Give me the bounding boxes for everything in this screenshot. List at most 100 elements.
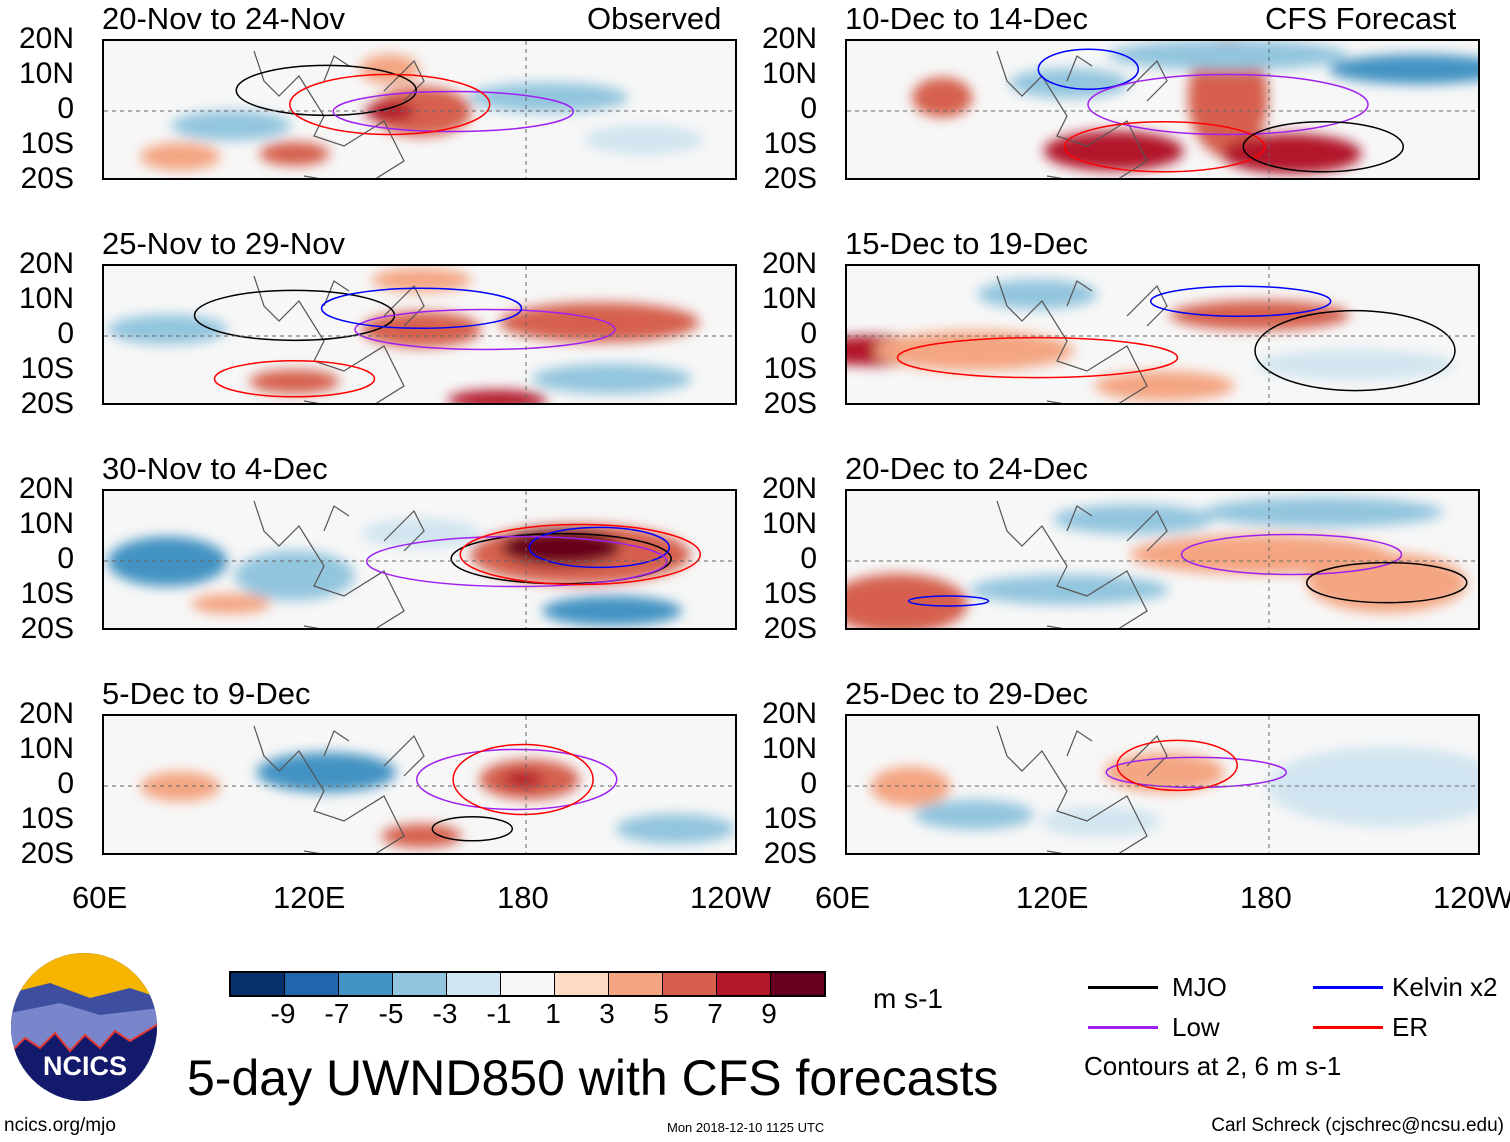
low-legend-line xyxy=(1088,1026,1158,1029)
colorbar-swatch xyxy=(393,973,447,995)
wind-anomaly-area xyxy=(359,54,420,85)
contour-line xyxy=(193,289,396,342)
lat-label: 20S xyxy=(763,837,817,870)
lat-label: 20N xyxy=(761,697,817,730)
colorbar-units: m s-1 xyxy=(873,983,943,1014)
lat-label: 10S xyxy=(763,577,817,610)
contour-line xyxy=(416,748,618,811)
lat-label: 10N xyxy=(18,57,74,90)
colorbar-label: 3 xyxy=(599,998,615,1029)
contour-line xyxy=(320,287,523,330)
lat-label: 0 xyxy=(800,542,817,575)
colorbar-label: 5 xyxy=(653,998,669,1029)
contour-line xyxy=(528,526,671,569)
map-panel xyxy=(102,714,737,855)
colorbar-label: -5 xyxy=(378,998,404,1029)
er-legend-line xyxy=(1313,1026,1383,1029)
lon-label: 120W xyxy=(1433,880,1510,915)
contours-note: Contours at 2, 6 m s-1 xyxy=(1084,1051,1342,1081)
wind-anomaly-area xyxy=(1255,349,1455,380)
wind-anomaly-area xyxy=(256,752,397,793)
legend-kelvin: Kelvin x2 xyxy=(1392,972,1498,1002)
lon-label: 120E xyxy=(1016,880,1089,915)
contour-line xyxy=(1149,285,1332,317)
lon-label: 180 xyxy=(497,880,549,915)
lat-label: 10S xyxy=(763,127,817,160)
colorbar-label: 7 xyxy=(707,998,723,1029)
map-panel xyxy=(845,39,1480,180)
lat-label: 20N xyxy=(18,22,74,55)
lat-label: 20S xyxy=(20,612,74,645)
ncics-logo: NCICS xyxy=(11,953,157,1101)
colorbar-swatch xyxy=(339,973,393,995)
colorbar-label: 9 xyxy=(761,998,777,1029)
map-panel xyxy=(845,264,1480,405)
panel-title: 30-Nov to 4-Dec xyxy=(102,451,328,486)
contour-line xyxy=(1254,309,1456,392)
wind-anomaly-area xyxy=(1266,746,1478,827)
wind-anomaly-area xyxy=(107,536,228,587)
lat-label: 20S xyxy=(763,387,817,420)
lat-label: 0 xyxy=(57,767,74,800)
lat-label: 10N xyxy=(761,282,817,315)
colorbar-swatch xyxy=(231,973,285,995)
lat-label: 20S xyxy=(20,387,74,420)
wind-anomaly-area xyxy=(249,369,340,394)
coastline xyxy=(253,725,425,853)
wind-anomaly-area xyxy=(371,268,472,293)
lat-label: 0 xyxy=(800,767,817,800)
lon-label: 120E xyxy=(273,880,346,915)
lat-label: 0 xyxy=(800,317,817,350)
colorbar-label: -3 xyxy=(432,998,458,1029)
lat-label: 20S xyxy=(763,162,817,195)
colorbar-swatch xyxy=(285,973,339,995)
contour-line xyxy=(1105,756,1287,789)
kelvin-legend-line xyxy=(1313,986,1383,989)
panel-title: 20-Dec to 24-Dec xyxy=(845,451,1088,486)
legend-low: Low xyxy=(1172,1012,1220,1042)
lat-label: 20N xyxy=(761,472,817,505)
wind-anomaly-area xyxy=(371,86,472,137)
wind-anomaly-area xyxy=(140,771,221,802)
map-panel xyxy=(102,264,737,405)
logo-text: NCICS xyxy=(43,1051,127,1081)
wind-anomaly-area xyxy=(615,813,735,844)
contour-line xyxy=(354,308,616,351)
lat-label: 20N xyxy=(761,247,817,280)
colorbar-label: 1 xyxy=(545,998,561,1029)
forecast-header: CFS Forecast xyxy=(1265,1,1457,36)
wind-anomaly-area xyxy=(583,124,704,155)
lat-label: 20N xyxy=(18,247,74,280)
lat-label: 20S xyxy=(20,837,74,870)
panel-title: 5-Dec to 9-Dec xyxy=(102,676,311,711)
wind-anomaly-area xyxy=(171,110,291,141)
lat-label: 10S xyxy=(763,802,817,835)
contour-line xyxy=(213,360,376,398)
lat-label: 10N xyxy=(761,732,817,765)
lat-label: 10N xyxy=(761,507,817,540)
coastline xyxy=(996,50,1168,178)
coastline xyxy=(996,725,1168,853)
lon-label: 60E xyxy=(815,880,871,915)
wind-anomaly-area xyxy=(503,771,544,788)
contour-line xyxy=(332,90,574,133)
wind-anomaly-area xyxy=(542,595,682,626)
wind-anomaly-area xyxy=(874,330,1074,371)
map-panel xyxy=(845,489,1480,630)
lat-label: 10S xyxy=(20,127,74,160)
contour-line xyxy=(289,73,491,136)
wind-anomaly-area xyxy=(1188,41,1268,158)
wind-anomaly-area xyxy=(234,550,355,601)
wind-anomaly-area xyxy=(1052,504,1213,535)
lat-label: 10S xyxy=(20,352,74,385)
lat-label: 10N xyxy=(18,282,74,315)
wind-anomaly-area xyxy=(914,799,1034,830)
contour-line xyxy=(1063,121,1266,173)
colorbar-label: -7 xyxy=(324,998,350,1029)
coastline xyxy=(996,275,1168,403)
contour-line xyxy=(459,523,701,586)
map-panel xyxy=(102,39,737,180)
lat-label: 10S xyxy=(20,802,74,835)
contour-line xyxy=(1116,739,1238,792)
panel-title: 10-Dec to 14-Dec xyxy=(845,1,1088,36)
